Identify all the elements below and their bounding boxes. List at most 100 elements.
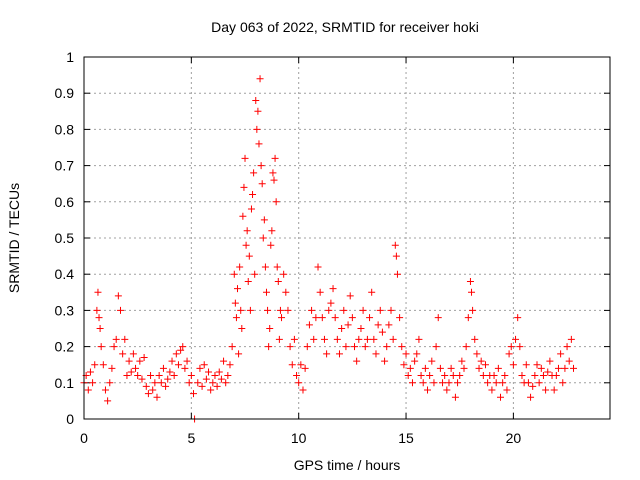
x-tick-label: 5 xyxy=(187,430,195,446)
data-point xyxy=(183,357,191,365)
data-point xyxy=(469,306,477,314)
data-point xyxy=(266,325,274,332)
data-point xyxy=(458,357,466,365)
data-point xyxy=(509,361,517,369)
data-point xyxy=(570,364,578,372)
data-point xyxy=(99,361,107,369)
data-point xyxy=(207,386,215,394)
data-point xyxy=(89,379,97,387)
data-point xyxy=(436,364,444,372)
data-point xyxy=(372,350,380,358)
data-point xyxy=(244,277,252,285)
data-point xyxy=(428,357,436,365)
data-point xyxy=(460,364,468,372)
y-axis-label: SRMTID / TECUs xyxy=(6,183,22,293)
data-point xyxy=(366,314,374,322)
data-point xyxy=(471,335,479,343)
y-tick-label: 0.7 xyxy=(55,158,75,174)
data-point xyxy=(305,321,313,329)
data-point xyxy=(246,306,254,314)
data-point xyxy=(290,335,298,343)
data-point xyxy=(434,314,442,322)
data-point xyxy=(320,335,328,343)
data-point xyxy=(140,353,148,361)
data-point xyxy=(253,125,261,133)
data-point xyxy=(123,372,131,380)
data-point xyxy=(166,368,174,376)
data-point xyxy=(275,335,283,343)
data-point xyxy=(114,292,122,300)
y-tick-label: 0.2 xyxy=(55,339,75,355)
data-point xyxy=(251,270,259,278)
data-point xyxy=(419,379,427,387)
data-point xyxy=(363,335,371,343)
data-point xyxy=(381,357,389,365)
data-point xyxy=(497,393,505,401)
data-point xyxy=(505,350,513,358)
data-point xyxy=(238,325,246,332)
data-point xyxy=(179,343,187,351)
data-point xyxy=(270,176,278,184)
data-point xyxy=(400,361,408,369)
data-point xyxy=(262,288,270,296)
data-point xyxy=(370,335,378,343)
data-point xyxy=(187,372,195,380)
data-point xyxy=(391,241,399,249)
data-point xyxy=(563,343,571,351)
data-point xyxy=(147,372,155,380)
data-point xyxy=(230,270,238,278)
y-tick-label: 0.5 xyxy=(55,230,75,246)
grid-lines xyxy=(84,57,610,419)
data-point xyxy=(271,154,279,162)
data-point xyxy=(265,343,273,351)
data-point xyxy=(149,386,157,394)
data-point xyxy=(426,372,434,380)
data-point xyxy=(125,357,133,365)
data-point xyxy=(155,372,163,380)
data-point xyxy=(488,386,496,394)
data-point xyxy=(205,368,213,376)
data-point xyxy=(522,361,530,369)
data-point xyxy=(501,372,509,380)
data-point xyxy=(144,390,152,398)
data-point xyxy=(153,393,161,401)
data-point xyxy=(567,335,575,343)
y-tick-label: 0.3 xyxy=(55,302,75,318)
data-point xyxy=(93,306,101,314)
data-point xyxy=(254,107,262,115)
data-point xyxy=(344,321,352,329)
data-point xyxy=(484,379,492,387)
data-point xyxy=(361,343,369,351)
y-tick-label: 0.6 xyxy=(55,194,75,210)
data-point xyxy=(185,379,193,387)
plot-frame xyxy=(83,56,611,420)
data-point xyxy=(468,288,476,296)
data-point xyxy=(96,325,104,332)
data-point xyxy=(250,169,258,177)
data-point xyxy=(91,361,99,369)
data-point xyxy=(256,75,264,83)
data-point xyxy=(297,361,305,369)
data-point xyxy=(514,314,522,322)
data-point xyxy=(168,357,176,365)
data-point xyxy=(490,372,498,380)
data-point xyxy=(392,252,400,260)
data-point xyxy=(95,314,103,322)
data-point xyxy=(393,270,401,278)
data-point xyxy=(554,364,562,372)
data-point xyxy=(172,350,180,358)
data-point xyxy=(325,306,333,314)
data-point xyxy=(142,382,150,390)
data-point xyxy=(228,343,236,351)
data-point xyxy=(353,357,361,365)
data-point xyxy=(301,364,309,372)
data-point xyxy=(316,288,324,296)
x-axis-label: GPS time / hours xyxy=(294,457,401,473)
data-point xyxy=(421,364,429,372)
data-point xyxy=(368,288,376,296)
data-point xyxy=(385,321,393,329)
data-point xyxy=(198,382,206,390)
data-point xyxy=(408,379,416,387)
data-point xyxy=(376,306,384,314)
data-point xyxy=(529,382,537,390)
